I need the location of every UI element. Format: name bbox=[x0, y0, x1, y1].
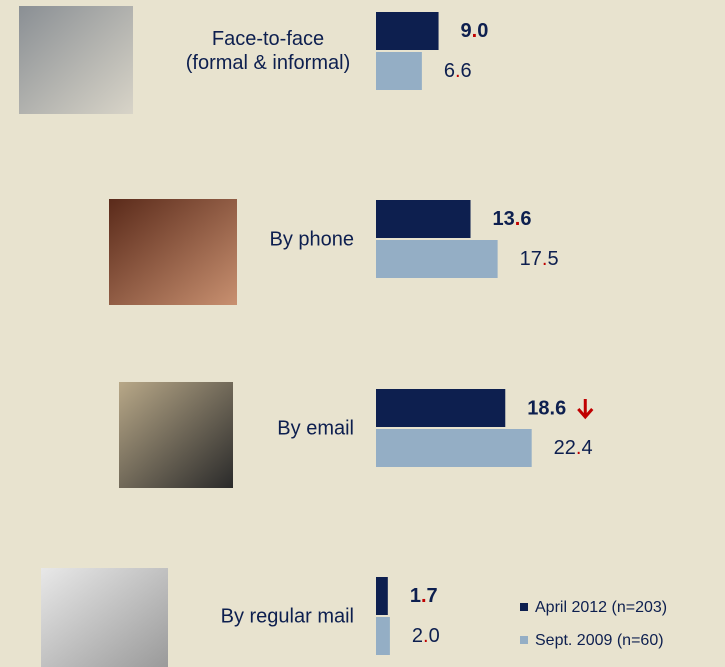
legend-swatch bbox=[520, 636, 528, 644]
bar bbox=[376, 240, 498, 278]
bar bbox=[376, 429, 532, 467]
category-label: By email bbox=[277, 417, 354, 439]
photo-mail bbox=[41, 568, 168, 667]
bar bbox=[376, 617, 390, 655]
bar bbox=[376, 52, 422, 90]
value-label: 17.5 bbox=[520, 248, 559, 270]
value-label: 6.6 bbox=[444, 60, 472, 82]
value-label: 18.6 bbox=[527, 397, 566, 419]
value-label: 13.6 bbox=[493, 208, 532, 230]
legend-label: Sept. 2009 (n=60) bbox=[535, 632, 664, 649]
value-label: 1.7 bbox=[410, 585, 438, 607]
value-label: 2.0 bbox=[412, 625, 440, 647]
photo-phone bbox=[109, 199, 237, 305]
photo-handshake bbox=[19, 6, 133, 114]
category-label: Face-to-face (formal & informal) bbox=[186, 28, 350, 74]
bar bbox=[376, 389, 506, 427]
legend-label: April 2012 (n=203) bbox=[535, 599, 667, 616]
value-label: 9.0 bbox=[461, 20, 489, 42]
bar bbox=[376, 577, 388, 615]
bar bbox=[376, 200, 471, 238]
bar bbox=[376, 12, 439, 50]
category-label: By regular mail bbox=[221, 605, 354, 627]
value-label: 22.4 bbox=[554, 437, 593, 459]
legend-swatch bbox=[520, 603, 528, 611]
category-label: By phone bbox=[269, 228, 354, 250]
down-arrow bbox=[577, 399, 594, 420]
photo-email bbox=[119, 382, 233, 488]
